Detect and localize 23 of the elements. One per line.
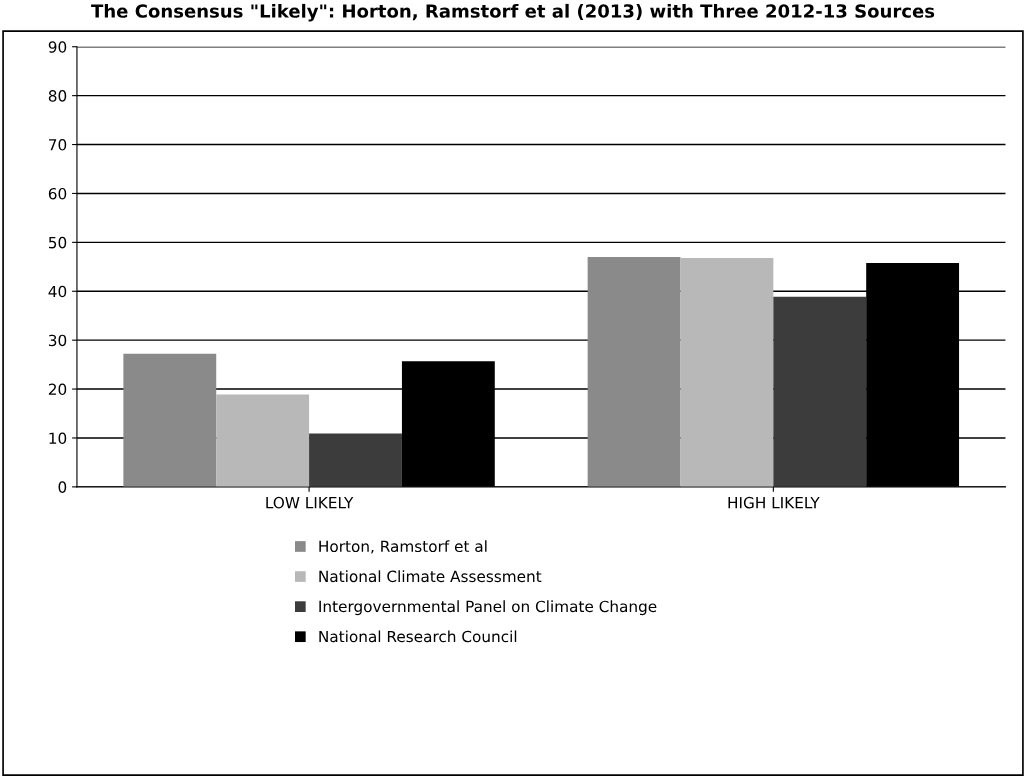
y-tick-label: 80 bbox=[48, 90, 67, 102]
y-tick-label: 70 bbox=[49, 139, 67, 151]
y-tick-label: 50 bbox=[48, 236, 67, 249]
chart-title: The Consensus "Likely": Horton, Ramstorf et al (2013) with Three 2012-13 Sources bbox=[91, 3, 935, 22]
bar bbox=[123, 353, 217, 487]
y-tick-label: 30 bbox=[48, 334, 67, 347]
legend-label: Horton, Ramstorf et al bbox=[319, 540, 487, 554]
y-tick-label: 40 bbox=[48, 285, 67, 298]
x-tick-label: HIGH LIKELY bbox=[728, 496, 820, 509]
bar bbox=[680, 258, 774, 487]
y-tick-label: 60 bbox=[48, 187, 67, 200]
y-tick-label: 90 bbox=[48, 41, 67, 53]
y-tick-label: 0 bbox=[58, 481, 67, 493]
y-tick-label: 10 bbox=[49, 432, 67, 444]
legend-label: National Research Council bbox=[319, 630, 517, 643]
x-tick-label: LOW LIKELY bbox=[266, 496, 354, 509]
legend-label: Intergovernmental Panel on Climate Change bbox=[319, 600, 657, 616]
legend-label: National Climate Assessment bbox=[319, 570, 542, 583]
bar bbox=[309, 433, 402, 487]
bar bbox=[587, 257, 681, 487]
bar bbox=[216, 394, 310, 487]
y-tick-label: 20 bbox=[48, 383, 67, 396]
bar bbox=[773, 296, 867, 487]
